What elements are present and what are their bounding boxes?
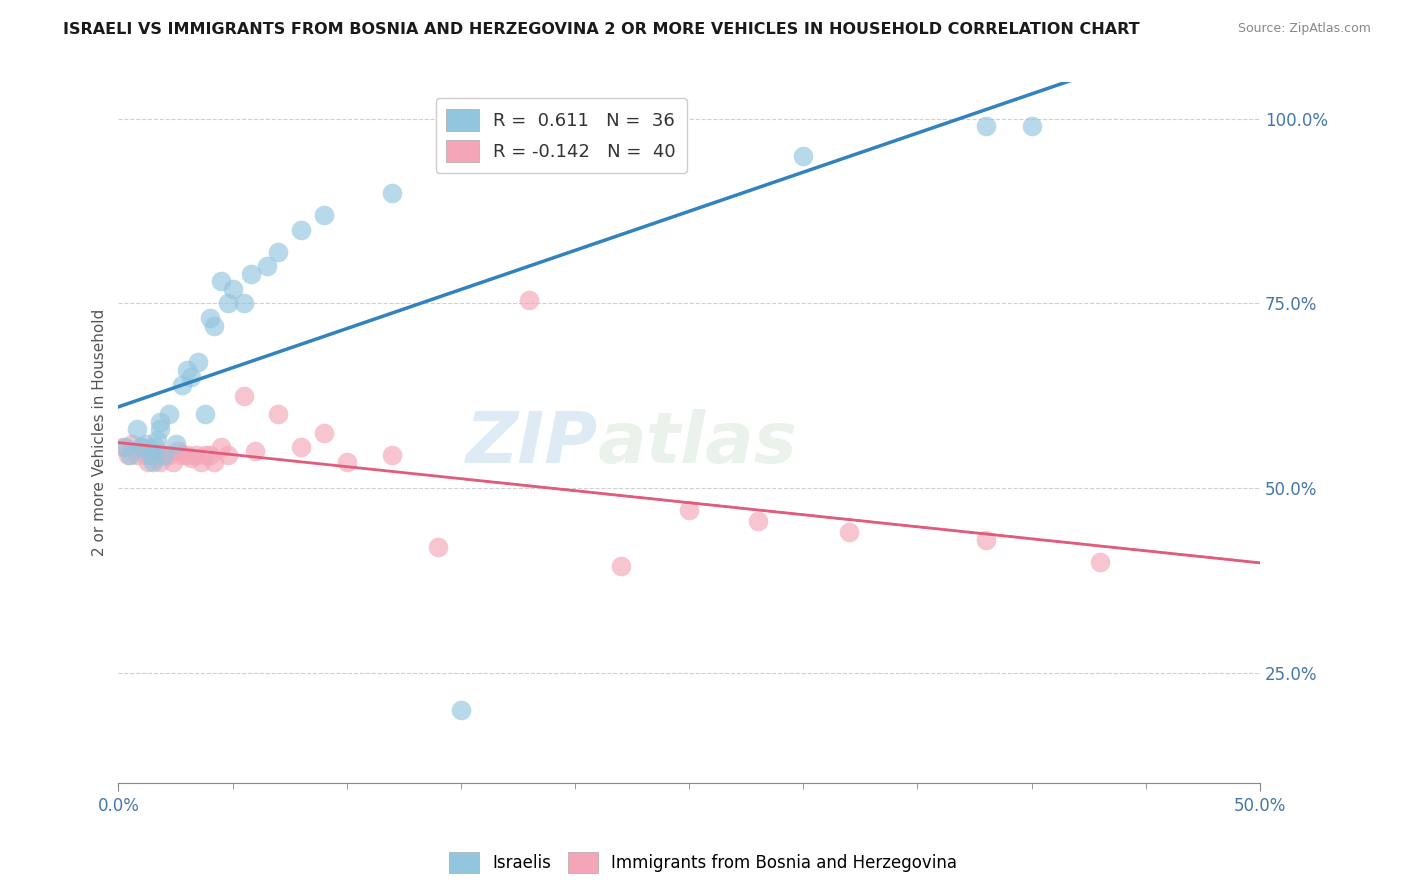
Point bbox=[118, 448, 141, 462]
Point bbox=[111, 441, 134, 455]
Point bbox=[290, 441, 312, 455]
Point bbox=[135, 436, 157, 450]
Point bbox=[162, 455, 184, 469]
Point bbox=[157, 448, 180, 462]
Point bbox=[427, 540, 450, 554]
Point bbox=[609, 156, 631, 170]
Point bbox=[239, 267, 262, 281]
Point bbox=[1021, 119, 1043, 133]
Point bbox=[198, 448, 221, 462]
Point bbox=[190, 455, 212, 469]
Point bbox=[221, 282, 243, 296]
Point bbox=[747, 514, 769, 528]
Point bbox=[180, 451, 202, 466]
Point bbox=[148, 415, 170, 429]
Point bbox=[209, 441, 232, 455]
Point bbox=[609, 558, 631, 573]
Point bbox=[194, 407, 217, 421]
Point bbox=[166, 444, 188, 458]
Point bbox=[125, 422, 148, 436]
Point bbox=[125, 448, 148, 462]
Point bbox=[202, 318, 225, 333]
Point bbox=[233, 389, 256, 403]
Point bbox=[172, 448, 194, 462]
Point bbox=[792, 149, 814, 163]
Point bbox=[312, 425, 335, 440]
Point bbox=[129, 441, 152, 455]
Point bbox=[838, 525, 860, 540]
Point bbox=[450, 702, 472, 716]
Point bbox=[184, 448, 207, 462]
Point bbox=[180, 370, 202, 384]
Point bbox=[176, 448, 198, 462]
Text: ZIP: ZIP bbox=[465, 409, 598, 477]
Text: atlas: atlas bbox=[598, 409, 797, 477]
Y-axis label: 2 or more Vehicles in Household: 2 or more Vehicles in Household bbox=[93, 309, 107, 557]
Point bbox=[146, 433, 169, 447]
Point bbox=[245, 444, 267, 458]
Point bbox=[121, 436, 143, 450]
Point bbox=[974, 119, 997, 133]
Point bbox=[217, 296, 239, 310]
Point bbox=[129, 441, 152, 455]
Point bbox=[217, 448, 239, 462]
Legend: R =  0.611   N =  36, R = -0.142   N =  40: R = 0.611 N = 36, R = -0.142 N = 40 bbox=[436, 98, 688, 173]
Point bbox=[153, 448, 176, 462]
Point bbox=[143, 441, 166, 455]
Point bbox=[187, 355, 209, 369]
Point bbox=[256, 260, 278, 274]
Point bbox=[198, 311, 221, 326]
Point bbox=[233, 296, 256, 310]
Point bbox=[290, 222, 312, 236]
Point bbox=[202, 455, 225, 469]
Point bbox=[176, 363, 198, 377]
Point bbox=[194, 448, 217, 462]
Point bbox=[267, 244, 290, 259]
Legend: Israelis, Immigrants from Bosnia and Herzegovina: Israelis, Immigrants from Bosnia and Her… bbox=[443, 846, 963, 880]
Point bbox=[135, 448, 157, 462]
Point bbox=[165, 436, 187, 450]
Point bbox=[153, 448, 176, 462]
Text: ISRAELI VS IMMIGRANTS FROM BOSNIA AND HERZEGOVINA 2 OR MORE VEHICLES IN HOUSEHOL: ISRAELI VS IMMIGRANTS FROM BOSNIA AND HE… bbox=[63, 22, 1140, 37]
Point bbox=[148, 455, 170, 469]
Point bbox=[312, 208, 335, 222]
Point bbox=[172, 377, 194, 392]
Point bbox=[148, 422, 170, 436]
Point bbox=[146, 448, 169, 462]
Point bbox=[114, 441, 136, 455]
Point bbox=[381, 186, 404, 200]
Point bbox=[974, 533, 997, 547]
Point bbox=[267, 407, 290, 421]
Point bbox=[517, 293, 540, 307]
Point bbox=[142, 455, 165, 469]
Point bbox=[209, 274, 232, 288]
Point bbox=[336, 455, 359, 469]
Point bbox=[381, 448, 404, 462]
Point bbox=[139, 448, 162, 462]
Point bbox=[157, 407, 180, 421]
Point bbox=[678, 503, 700, 517]
Text: Source: ZipAtlas.com: Source: ZipAtlas.com bbox=[1237, 22, 1371, 36]
Point bbox=[117, 448, 139, 462]
Point bbox=[136, 455, 159, 469]
Point bbox=[1088, 555, 1111, 569]
Point bbox=[143, 451, 166, 466]
Point bbox=[142, 448, 165, 462]
